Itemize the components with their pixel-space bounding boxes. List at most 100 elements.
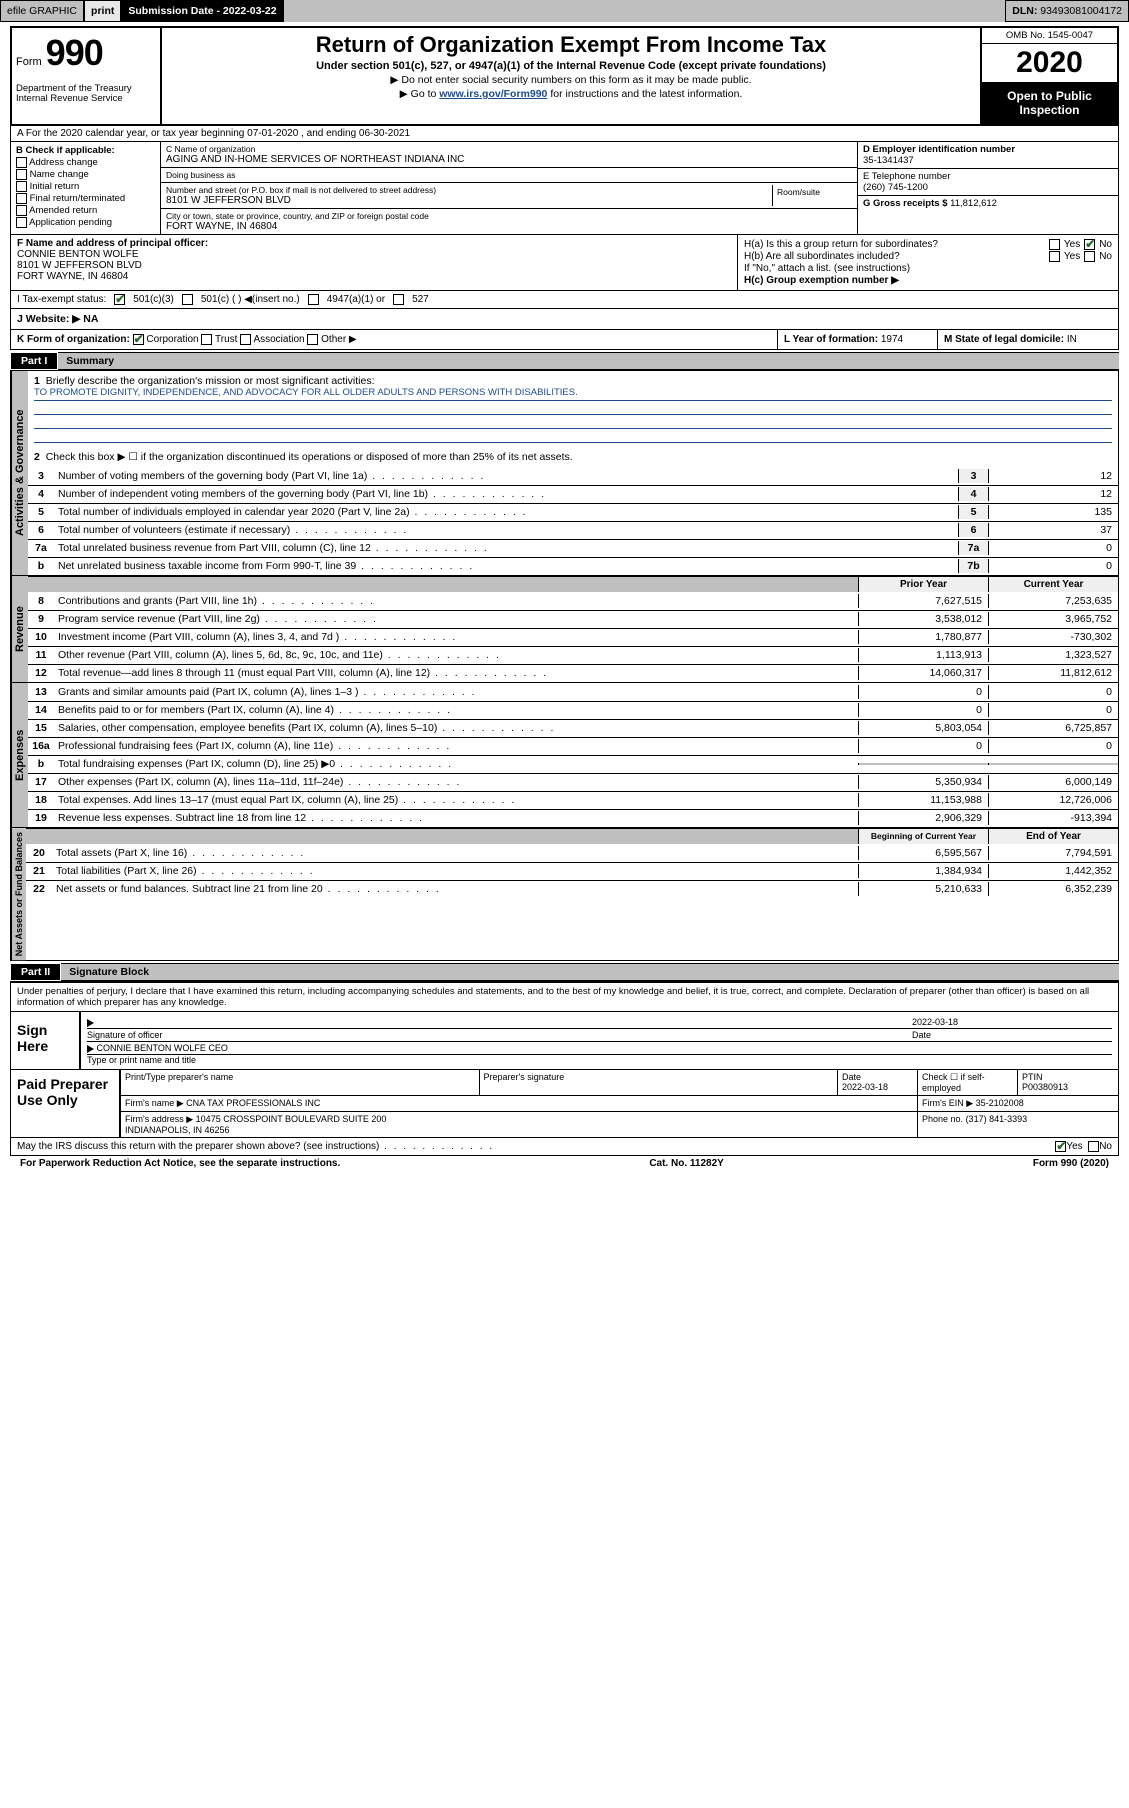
- org-name-lbl: C Name of organization: [166, 144, 852, 154]
- line1-lbl: Briefly describe the organization's miss…: [46, 375, 375, 387]
- pra-notice: For Paperwork Reduction Act Notice, see …: [20, 1158, 340, 1169]
- hdr-end: End of Year: [988, 829, 1118, 844]
- discuss-yes: Yes: [1066, 1141, 1082, 1152]
- hdr-beg: Beginning of Current Year: [858, 829, 988, 844]
- 527-lbl: 527: [412, 294, 429, 305]
- other-checkbox[interactable]: [307, 334, 318, 345]
- amount-line: 21Total liabilities (Part X, line 26)1,3…: [26, 862, 1118, 880]
- gov-line: 7aTotal unrelated business revenue from …: [28, 539, 1118, 557]
- submission-date-label: Submission Date - 2022-03-22: [121, 0, 283, 22]
- arrow-icon: [87, 1045, 94, 1053]
- addr-lbl: Number and street (or P.O. box if mail i…: [166, 185, 772, 195]
- ha-yes: Yes: [1064, 239, 1080, 250]
- city-lbl: City or town, state or province, country…: [166, 211, 852, 221]
- colb-item: Final return/terminated: [16, 193, 155, 204]
- amount-line: 13Grants and similar amounts paid (Part …: [28, 683, 1118, 701]
- prep-name-lbl: Print/Type preparer's name: [121, 1070, 480, 1095]
- tel-val: (260) 745-1200: [863, 182, 928, 193]
- print-button[interactable]: print: [84, 0, 121, 22]
- trust-checkbox[interactable]: [201, 334, 212, 345]
- dln-lbl: DLN:: [1012, 5, 1037, 17]
- firm-phone: (317) 841-3393: [966, 1114, 1028, 1124]
- ha-no-checkbox[interactable]: [1084, 239, 1095, 250]
- officer-addr1: 8101 W JEFFERSON BLVD: [17, 260, 142, 271]
- c3-checkbox[interactable]: [114, 294, 125, 305]
- hb-yes-checkbox[interactable]: [1049, 251, 1060, 262]
- col-c-org-info: C Name of organization AGING AND IN-HOME…: [161, 142, 858, 234]
- paid-preparer-block: Paid Preparer Use Only Print/Type prepar…: [10, 1070, 1119, 1138]
- officer-lbl: F Name and address of principal officer:: [17, 238, 208, 249]
- ssn-note: ▶ Do not enter social security numbers o…: [168, 74, 974, 86]
- sig-officer-lbl: Signature of officer: [87, 1030, 912, 1040]
- ein-val: 35-1341437: [863, 155, 914, 166]
- a1-lbl: 4947(a)(1) or: [327, 294, 385, 305]
- colb-checkbox[interactable]: [16, 157, 27, 168]
- colb-checkbox[interactable]: [16, 217, 27, 228]
- prep-sig-lbl: Preparer's signature: [480, 1070, 839, 1095]
- amount-line: 17Other expenses (Part IX, column (A), l…: [28, 773, 1118, 791]
- tab-governance: Activities & Governance: [11, 371, 28, 575]
- hdr-curr: Current Year: [988, 577, 1118, 592]
- dba-lbl: Doing business as: [166, 170, 852, 180]
- corp-checkbox[interactable]: [133, 334, 144, 345]
- c-lbl: 501(c) ( ) ◀(insert no.): [201, 294, 300, 305]
- efile-label: efile GRAPHIC: [0, 0, 84, 22]
- mission-text: TO PROMOTE DIGNITY, INDEPENDENCE, AND AD…: [34, 387, 1112, 401]
- hb-no: No: [1099, 251, 1112, 262]
- discuss-no: No: [1099, 1141, 1112, 1152]
- k-other: Other ▶: [321, 334, 356, 345]
- colb-item: Initial return: [16, 181, 155, 192]
- l-val: 1974: [881, 334, 903, 345]
- subdate-lbl: Submission Date -: [128, 5, 220, 17]
- dln-val: 93493081004172: [1040, 5, 1122, 17]
- colb-checkbox[interactable]: [16, 169, 27, 180]
- form-ref: Form 990 (2020): [1033, 1158, 1109, 1169]
- amount-line: 16aProfessional fundraising fees (Part I…: [28, 737, 1118, 755]
- tab-expenses: Expenses: [11, 683, 28, 827]
- amount-line: 22Net assets or fund balances. Subtract …: [26, 880, 1118, 898]
- l-lbl: L Year of formation:: [784, 334, 878, 345]
- discuss-no-checkbox[interactable]: [1088, 1141, 1099, 1152]
- hb-no-checkbox[interactable]: [1084, 251, 1095, 262]
- row-f-h: F Name and address of principal officer:…: [10, 235, 1119, 291]
- colb-item: Address change: [16, 157, 155, 168]
- amount-line: bTotal fundraising expenses (Part IX, co…: [28, 755, 1118, 773]
- paid-prep-label: Paid Preparer Use Only: [11, 1070, 121, 1137]
- page-footer: For Paperwork Reduction Act Notice, see …: [10, 1156, 1119, 1171]
- form-subtitle: Under section 501(c), 527, or 4947(a)(1)…: [168, 60, 974, 72]
- form-title: Return of Organization Exempt From Incom…: [168, 32, 974, 58]
- website-row: J Website: ▶ NA: [10, 309, 1119, 330]
- colb-checkbox[interactable]: [16, 181, 27, 192]
- ptin-lbl: PTIN: [1022, 1072, 1043, 1082]
- 527-checkbox[interactable]: [393, 294, 404, 305]
- hc-lbl: H(c) Group exemption number ▶: [744, 275, 899, 286]
- amount-line: 12Total revenue—add lines 8 through 11 (…: [28, 664, 1118, 682]
- gov-line: 4Number of independent voting members of…: [28, 485, 1118, 503]
- ha-lbl: H(a) Is this a group return for subordin…: [744, 239, 1045, 250]
- prep-date-lbl: Date: [842, 1072, 861, 1082]
- form-word: Form: [16, 56, 42, 68]
- assoc-checkbox[interactable]: [240, 334, 251, 345]
- form-header: Form 990 Department of the Treasury Inte…: [10, 26, 1119, 126]
- addr-val: 8101 W JEFFERSON BLVD: [166, 195, 772, 206]
- amount-line: 20Total assets (Part X, line 16)6,595,56…: [26, 844, 1118, 862]
- discuss-yes-checkbox[interactable]: [1055, 1141, 1066, 1152]
- a1-checkbox[interactable]: [308, 294, 319, 305]
- subdate-val: 2022-03-22: [223, 5, 277, 17]
- ha-yes-checkbox[interactable]: [1049, 239, 1060, 250]
- colb-checkbox[interactable]: [16, 193, 27, 204]
- irs-link[interactable]: www.irs.gov/Form990: [439, 88, 547, 100]
- org-name: AGING AND IN-HOME SERVICES OF NORTHEAST …: [166, 154, 852, 165]
- gov-line: bNet unrelated business taxable income f…: [28, 557, 1118, 575]
- part2-title: Signature Block: [61, 964, 1119, 980]
- line2-lbl: Check this box ▶ ☐ if the organization d…: [46, 451, 573, 463]
- c-checkbox[interactable]: [182, 294, 193, 305]
- penalty-text: Under penalties of perjury, I declare th…: [11, 983, 1118, 1012]
- hb-yes: Yes: [1064, 251, 1080, 262]
- signature-block: Under penalties of perjury, I declare th…: [10, 981, 1119, 1070]
- k-assoc: Association: [253, 334, 304, 345]
- amount-line: 19Revenue less expenses. Subtract line 1…: [28, 809, 1118, 827]
- colb-checkbox[interactable]: [16, 205, 27, 216]
- note2-pre: ▶ Go to: [400, 88, 440, 100]
- city-val: FORT WAYNE, IN 46804: [166, 221, 852, 232]
